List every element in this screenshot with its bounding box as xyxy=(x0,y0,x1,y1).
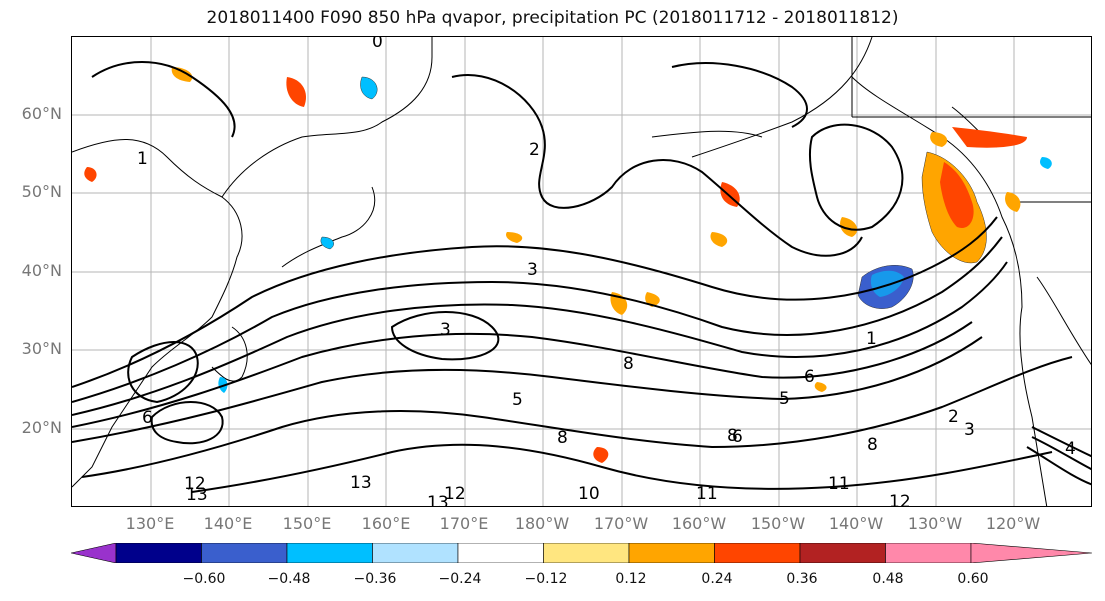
contour-label-12b: 12 xyxy=(444,484,466,504)
precip-positive xyxy=(84,67,1027,463)
colorbar-tick: 0.48 xyxy=(872,571,904,587)
colorbar-swatch xyxy=(286,543,373,563)
colorbar-swatch xyxy=(201,543,288,563)
contour-label-1b: 1 xyxy=(137,149,148,169)
lon-label-130e: 130°E xyxy=(125,514,175,533)
contour-label-13c: 13 xyxy=(427,493,449,507)
contour-label-11a: 11 xyxy=(696,484,718,504)
contour-label-12c: 12 xyxy=(889,492,911,507)
colorbar-swatch xyxy=(885,543,972,563)
lat-label-50n: 50°N xyxy=(21,182,62,201)
contour-label-6c: 6 xyxy=(732,427,743,447)
contour-label-13a: 13 xyxy=(186,485,208,505)
contour-label-5b: 5 xyxy=(779,389,790,409)
lon-label-120w: 120°W xyxy=(985,514,1041,533)
colorbar-swatch xyxy=(799,543,886,563)
map-panel: 0 2 3 3 1 8 5 6 12 13 12 13 13 10 11 11 … xyxy=(71,36,1092,507)
colorbar-tick: 0.36 xyxy=(786,571,818,587)
colorbar-tick: 0.12 xyxy=(615,571,647,587)
colorbar-swatch xyxy=(457,543,544,563)
political-borders xyxy=(851,37,1091,203)
qvapor-contours xyxy=(72,61,1091,493)
colorbar-tick: 0.60 xyxy=(957,571,989,587)
contour-label-3a: 3 xyxy=(527,260,538,280)
coastlines xyxy=(72,37,1091,506)
colorbar-tick: −0.48 xyxy=(267,571,311,587)
lat-label-40n: 40°N xyxy=(21,261,62,280)
map-title: 2018011400 F090 850 hPa qvapor, precipit… xyxy=(206,8,899,28)
colorbar-swatch xyxy=(543,543,630,563)
contour-label-8d: 8 xyxy=(727,426,738,446)
colorbar-tick: −0.12 xyxy=(524,571,568,587)
lat-label-20n: 20°N xyxy=(21,418,62,437)
colorbar-extend-left xyxy=(71,543,117,563)
lon-label-160w: 160°W xyxy=(671,514,727,533)
lon-label-150e: 150°E xyxy=(282,514,332,533)
graticule xyxy=(72,37,1091,506)
lat-label-30n: 30°N xyxy=(21,339,62,358)
contour-label-13b: 13 xyxy=(350,473,372,493)
contour-label-6b: 6 xyxy=(804,367,815,387)
contour-label-0a: 0 xyxy=(372,37,383,52)
colorbar-swatch xyxy=(115,543,202,563)
colorbar-tick: −0.24 xyxy=(438,571,482,587)
contour-label-12a: 12 xyxy=(184,474,206,494)
lon-label-160e: 160°E xyxy=(361,514,411,533)
lat-label-60n: 60°N xyxy=(21,104,62,123)
contour-label-2a: 2 xyxy=(529,140,540,160)
contour-label-8a: 8 xyxy=(623,354,634,374)
colorbar-tick: −0.60 xyxy=(182,571,226,587)
contour-label-11b: 11 xyxy=(828,474,850,494)
lon-label-140e: 140°E xyxy=(203,514,253,533)
colorbar-tick: −0.36 xyxy=(353,571,397,587)
lon-label-130w: 130°W xyxy=(907,514,963,533)
lon-label-170w: 170°W xyxy=(593,514,649,533)
contour-label-8c: 8 xyxy=(557,428,568,448)
contour-label-6a: 6 xyxy=(142,408,153,428)
contour-label-3c: 3 xyxy=(964,420,975,440)
colorbar-swatch xyxy=(372,543,459,563)
contour-label-5a: 5 xyxy=(512,390,523,410)
colorbar xyxy=(71,543,1092,563)
lon-label-170e: 170°E xyxy=(439,514,489,533)
lon-label-150w: 150°W xyxy=(750,514,806,533)
colorbar-swatch xyxy=(628,543,715,563)
precip-negative xyxy=(218,76,1052,393)
lon-label-140w: 140°W xyxy=(828,514,884,533)
colorbar-tick: 0.24 xyxy=(701,571,733,587)
contour-label-1a: 1 xyxy=(866,329,877,349)
contour-labels: 0 2 3 3 1 8 5 6 12 13 12 13 13 10 11 11 … xyxy=(137,37,1076,507)
contour-label-3b: 3 xyxy=(440,320,451,340)
contour-label-8b: 8 xyxy=(867,435,878,455)
map-svg: 0 2 3 3 1 8 5 6 12 13 12 13 13 10 11 11 … xyxy=(72,37,1091,507)
contour-label-4a: 4 xyxy=(1065,439,1076,459)
colorbar-swatch xyxy=(714,543,801,563)
lon-label-180w: 180°W xyxy=(514,514,570,533)
contour-label-2b: 2 xyxy=(948,407,959,427)
colorbar-extend-right xyxy=(970,543,1092,563)
contour-label-10a: 10 xyxy=(578,484,600,504)
